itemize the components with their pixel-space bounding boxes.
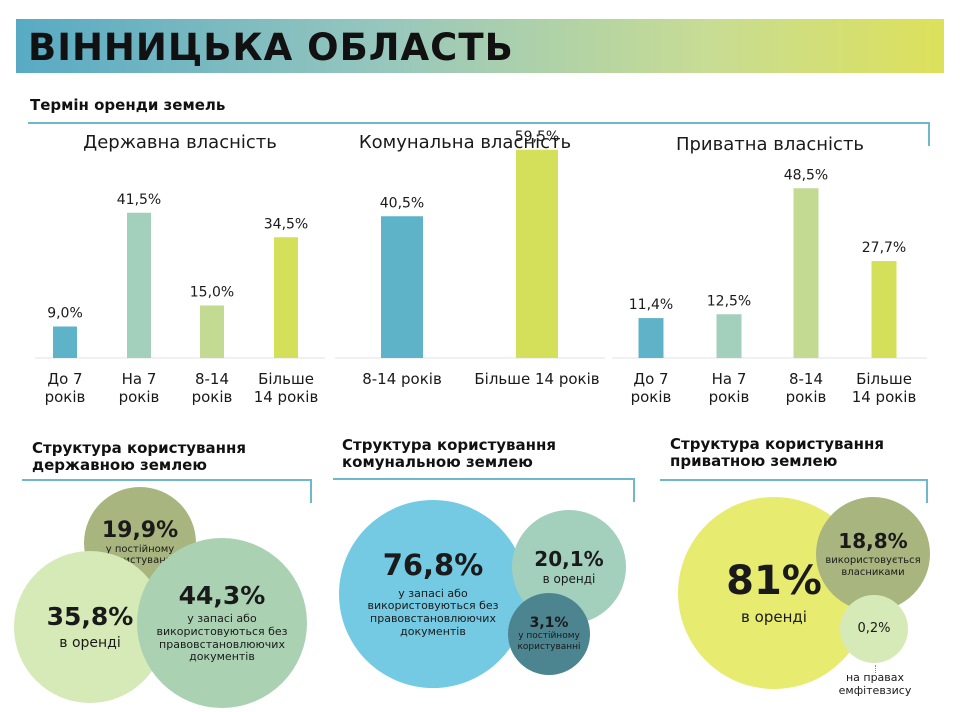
private-bar-value-label: 12,5% <box>707 293 751 309</box>
usage-title-communal-line1: Структура користування <box>342 436 557 454</box>
state-category-label: До 7 <box>47 370 82 388</box>
private-category-label: років <box>631 388 672 406</box>
lease-section-bracket <box>28 122 930 146</box>
communal-category-label: 8-14 років <box>362 370 442 388</box>
private-bar-value-label: 48,5% <box>784 167 828 183</box>
private-category-label: років <box>709 388 750 406</box>
bubble-text: в оренді <box>741 608 807 627</box>
usage-title-communal-line2: комунальною землею <box>342 453 533 471</box>
state-bar-value-label: 15,0% <box>190 285 234 301</box>
state-lease-value: 35,8% <box>46 602 134 632</box>
private-category-label: На 7 <box>712 370 747 388</box>
private-emphyteusis-caption: на правах емфітевзису <box>820 671 930 697</box>
private-bar <box>716 314 742 358</box>
lease-section-title: Термін оренди земель <box>30 96 226 114</box>
bubble-text: користуванні <box>104 555 176 567</box>
title-banner <box>16 19 944 73</box>
state-category-label: 8-14 <box>195 370 229 388</box>
state-category-label: років <box>45 388 86 406</box>
private-emphyteusis-value: 0,2% <box>857 620 891 636</box>
private-bar <box>871 261 897 358</box>
bubble-text: у запасі або <box>187 612 257 626</box>
communal-bar <box>516 149 558 358</box>
state-bar-value-label: 41,5% <box>117 192 161 208</box>
communal-bar <box>381 216 423 358</box>
communal-bar-value-label: 40,5% <box>380 195 424 211</box>
state-reserve-bubble: 44,3% у запасі або використовуються без … <box>137 538 307 708</box>
usage-communal-bracket <box>333 478 635 502</box>
private-bar-value-label: 11,4% <box>629 297 673 313</box>
state-bar <box>53 326 77 358</box>
private-owners-value: 18,8% <box>838 529 908 553</box>
communal-reserve-bubble: 76,8% у запасі або використовуються без … <box>339 500 527 688</box>
emphyteusis-connector <box>875 665 876 673</box>
state-bar <box>200 305 224 358</box>
bubble-text: правовстановлюючих <box>370 611 496 625</box>
private-bar <box>793 188 819 358</box>
state-category-label: років <box>119 388 160 406</box>
region-title: ВІННИЦЬКА ОБЛАСТЬ <box>28 26 514 69</box>
private-emphyteusis-bubble: 0,2% <box>840 595 908 663</box>
chart-title-state: Державна власність <box>83 132 277 153</box>
usage-private-bracket <box>660 479 928 503</box>
communal-bar-value-label: 59,5% <box>515 129 559 145</box>
private-category-label: років <box>786 388 827 406</box>
bubble-text: у постійному <box>105 543 175 555</box>
bubble-text: документів <box>400 624 466 638</box>
state-reserve-value: 44,3% <box>178 580 266 610</box>
bubble-text: використовується <box>825 555 921 566</box>
bubble-text: використовуються без <box>367 599 499 613</box>
bubble-text: у запасі або <box>398 586 468 600</box>
private-lease-value: 81% <box>726 558 822 605</box>
state-permanent-use-value: 19,9% <box>101 518 179 544</box>
bubble-text: документів <box>189 650 255 664</box>
communal-category-label: Більше 14 років <box>474 370 599 388</box>
private-category-label: 8-14 <box>789 370 823 388</box>
bubble-text: користуванні <box>517 641 581 652</box>
state-bar-value-label: 34,5% <box>264 216 308 232</box>
private-owners-bubble: 18,8% використовується власниками <box>816 497 930 611</box>
state-bar <box>274 237 298 358</box>
communal-permanent-use-bubble: 3,1% у постійному користуванні <box>508 593 590 675</box>
usage-title-state-line1: Структура користування <box>32 439 247 457</box>
private-category-label: До 7 <box>633 370 668 388</box>
state-category-label: 14 років <box>254 388 319 406</box>
state-category-label: Більше <box>258 370 314 388</box>
bubble-text: використовуються без <box>156 625 288 639</box>
bubble-text: у постійному <box>518 631 580 642</box>
usage-title-state: Структура користування державною землею <box>32 440 246 474</box>
chart-title-communal: Комунальна власність <box>358 132 572 153</box>
state-category-label: На 7 <box>122 370 157 388</box>
state-bar-value-label: 9,0% <box>47 306 83 322</box>
usage-title-communal: Структура користування комунальною земле… <box>342 437 556 471</box>
usage-title-private-line1: Структура користування <box>670 435 885 453</box>
usage-state-bracket <box>22 479 312 503</box>
usage-title-state-line2: державною землею <box>32 456 207 474</box>
private-bar-value-label: 27,7% <box>862 240 906 256</box>
communal-permanent-use-value: 3,1% <box>529 614 569 631</box>
private-category-label: 14 років <box>852 388 917 406</box>
private-category-label: Більше <box>856 370 912 388</box>
state-bar <box>127 212 151 358</box>
state-category-label: років <box>192 388 233 406</box>
bubble-text: на правах <box>845 671 905 684</box>
bubble-text: правовстановлюючих <box>159 637 285 651</box>
communal-lease-value: 20,1% <box>534 546 604 571</box>
usage-title-private-line2: приватною землею <box>670 452 838 470</box>
bubble-text: власниками <box>841 566 905 578</box>
chart-title-private: Приватна власність <box>675 134 865 155</box>
private-bar <box>638 318 664 358</box>
bubble-text: емфітевзису <box>838 683 912 697</box>
communal-reserve-value: 76,8% <box>382 547 484 582</box>
bubble-text: в оренді <box>542 571 596 586</box>
bubble-text: в оренді <box>59 634 121 651</box>
usage-title-private: Структура користування приватною землею <box>670 436 884 470</box>
